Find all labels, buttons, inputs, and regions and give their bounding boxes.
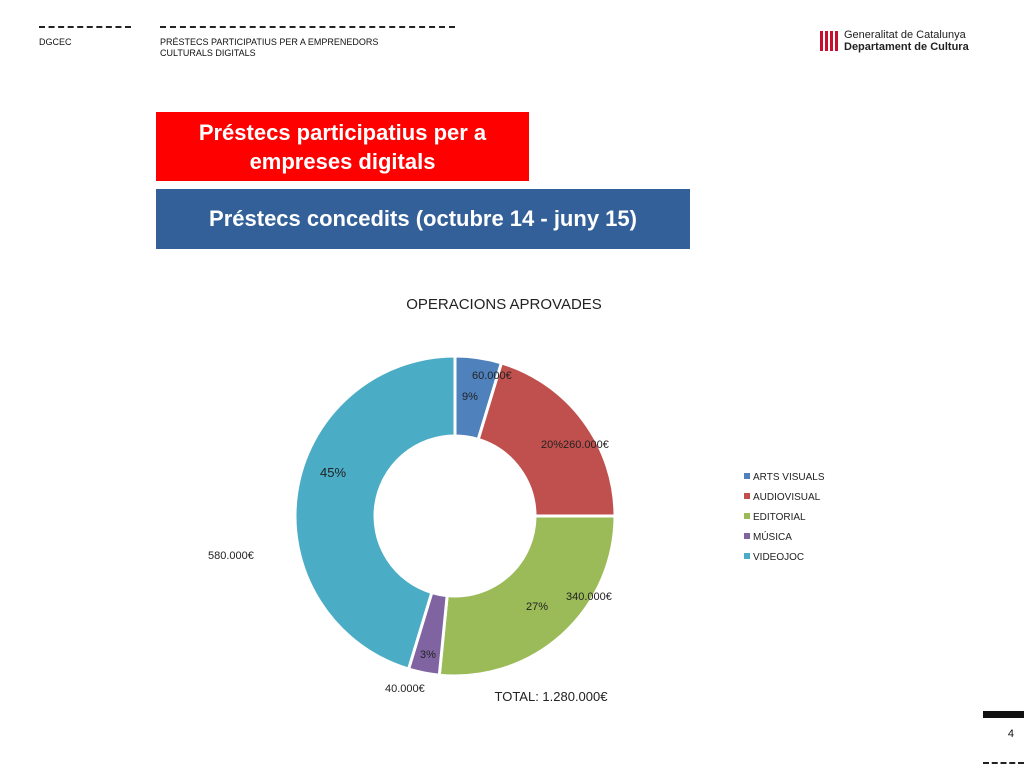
legend-swatch-musica — [744, 533, 750, 539]
generalitat-emblem-icon — [820, 31, 838, 51]
header-subtitle-line1: PRÉSTECS PARTICIPATIUS PER A EMPRENEDORS — [160, 37, 379, 47]
blue-title-banner: Préstecs concedits (octubre 14 - juny 15… — [156, 189, 690, 249]
slice-audiovisual — [476, 361, 617, 518]
legend-swatch-arts-visuals — [744, 473, 750, 479]
header-rule-right — [160, 26, 455, 28]
amount-label-audiovisual: 260.000€ — [563, 439, 609, 451]
logo-line1: Generalitat de Catalunya — [844, 29, 966, 41]
legend-label-musica: MÚSICA — [753, 530, 792, 543]
amount-label-editorial: 340.000€ — [566, 591, 612, 603]
amount-label-arts-visuals: 60.000€ — [472, 370, 512, 382]
blue-banner-text: Préstecs concedits (octubre 14 - juny 15… — [209, 206, 637, 231]
percent-label-musica: 3% — [420, 649, 436, 661]
percent-label-audiovisual: 20% — [541, 439, 563, 451]
chart-title: OPERACIONS APROVADES — [406, 296, 602, 313]
legend-label-editorial: EDITORIAL — [753, 512, 806, 523]
slice-editorial — [437, 514, 617, 678]
red-banner-text: Préstecs participatius per a empreses di… — [198, 119, 487, 174]
percent-label-arts-visuals: 9% — [462, 391, 478, 403]
corner-rule — [983, 762, 1024, 764]
legend-swatch-audiovisual — [744, 493, 750, 499]
page-number: 4 — [1007, 728, 1014, 740]
corner-bar — [983, 711, 1024, 718]
legend-swatch-editorial — [744, 513, 750, 519]
legend-label-arts-visuals: ARTS VISUALS — [753, 472, 825, 483]
header-rule-left — [39, 26, 131, 28]
amount-label-musica: 40.000€ — [385, 683, 425, 695]
org-code: DGCEC — [39, 37, 72, 47]
red-title-banner: Préstecs participatius per a empreses di… — [156, 112, 529, 181]
percent-label-videojoc: 45% — [320, 465, 346, 480]
percent-label-editorial: 27% — [526, 601, 548, 613]
generalitat-logo: Generalitat de Catalunya Departament de … — [820, 29, 980, 55]
header-subtitle-line2: CULTURALS DIGITALS — [160, 48, 256, 58]
legend-label-audiovisual: AUDIOVISUAL — [753, 492, 821, 503]
legend-swatch-videojoc — [744, 553, 750, 559]
legend-label-videojoc: VIDEOJOC — [753, 552, 804, 563]
chart-total-label: TOTAL: 1.280.000€ — [495, 689, 609, 704]
slice-videojoc — [293, 354, 457, 671]
amount-label-videojoc: 580.000€ — [208, 550, 254, 562]
logo-line2: Departament de Cultura — [844, 41, 969, 53]
